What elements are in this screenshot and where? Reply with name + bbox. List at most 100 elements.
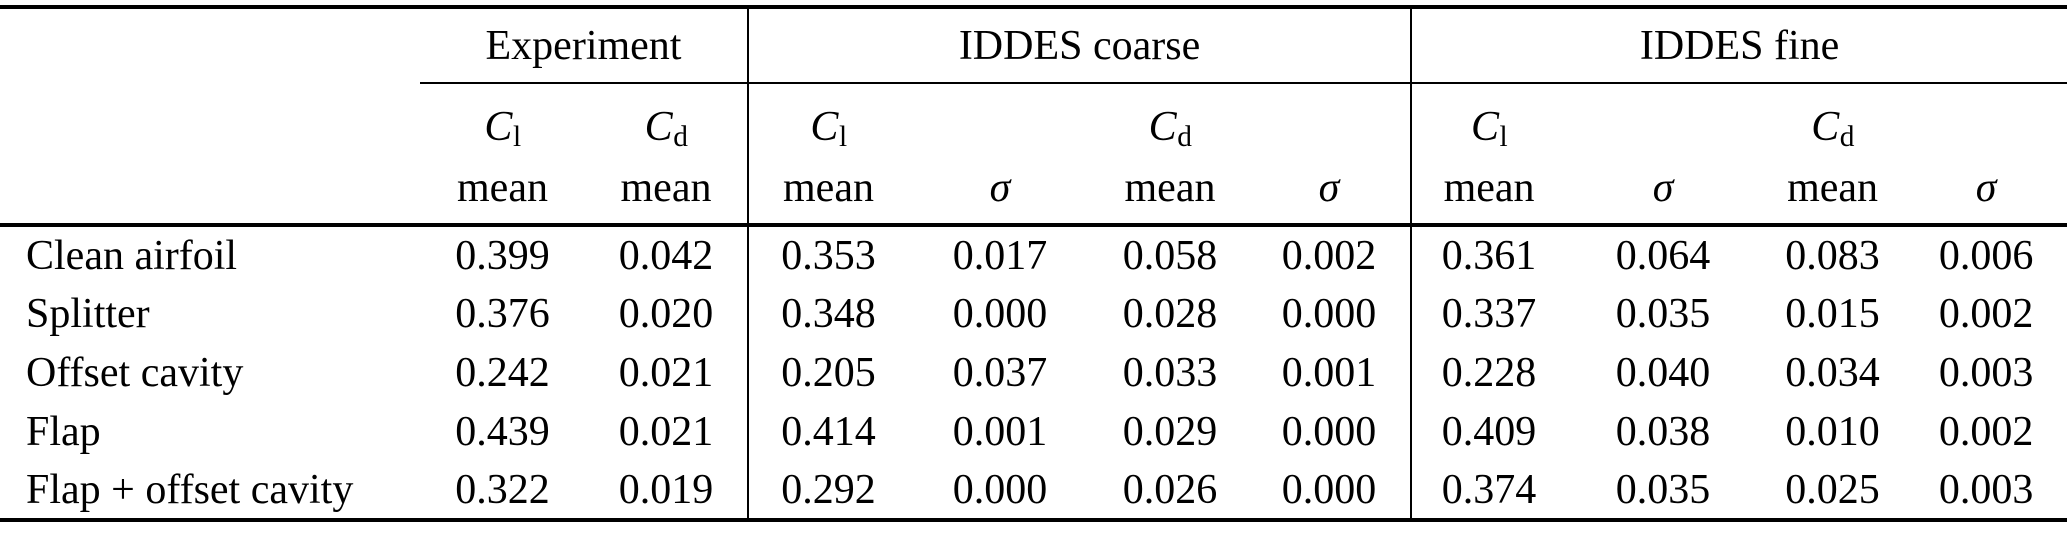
- value-cell: 0.034: [1785, 349, 1880, 396]
- c-symbol: C: [1148, 104, 1177, 150]
- value-cell: 0.409: [1441, 408, 1537, 455]
- cd-header: Cd: [1760, 83, 1905, 153]
- value-cell: 0.242: [455, 349, 550, 396]
- table-row: Flap 0.439 0.021 0.414 0.001 0.029 0.000…: [0, 402, 2067, 461]
- value-cell: 0.064: [1615, 232, 1711, 279]
- value-cell: 0.205: [781, 349, 876, 396]
- value-cell: 0.292: [781, 466, 876, 513]
- symbol-header-row: Cl Cd Cl Cd Cl Cd: [0, 83, 2067, 153]
- mean-header: mean: [748, 153, 908, 227]
- cl-header: Cl: [1411, 83, 1566, 153]
- value-cell: 0.361: [1441, 232, 1537, 279]
- value-cell: 0.322: [455, 466, 550, 513]
- value-cell: 0.000: [1248, 402, 1413, 461]
- sigma-symbol: σ: [989, 165, 1011, 211]
- c-symbol: C: [810, 104, 839, 150]
- mean-header: mean: [1760, 153, 1906, 227]
- value-cell: 0.019: [585, 461, 749, 520]
- value-cell: 0.337: [1441, 290, 1537, 337]
- empty-cell: [1248, 83, 1413, 153]
- value-cell: 0.399: [455, 232, 550, 279]
- value-cell: 0.376: [455, 290, 550, 337]
- value-cell: 0.439: [455, 408, 550, 455]
- row-label: Flap: [26, 408, 101, 455]
- row-label: Splitter: [26, 290, 150, 337]
- group-header-iddes-fine: IDDES fine: [1411, 7, 2067, 84]
- value-cell: 0.002: [1248, 225, 1413, 284]
- value-cell: 0.083: [1785, 232, 1880, 279]
- l-subscript: l: [1499, 121, 1508, 153]
- sigma-header: σ: [1248, 153, 1413, 227]
- row-label: Offset cavity: [26, 349, 244, 396]
- results-table: Experiment IDDES coarse IDDES fine Cl Cd…: [0, 5, 2067, 522]
- value-cell: 0.228: [1441, 349, 1537, 396]
- d-subscript: d: [1839, 121, 1855, 153]
- sigma-symbol: σ: [1318, 165, 1340, 211]
- table-row: Offset cavity 0.242 0.021 0.205 0.037 0.…: [0, 343, 2067, 402]
- value-cell: 0.021: [585, 343, 749, 402]
- sigma-header: σ: [1905, 153, 2067, 227]
- empty-cell: [0, 153, 420, 227]
- value-cell: 0.015: [1785, 290, 1880, 337]
- l-subscript: l: [839, 121, 848, 153]
- l-subscript: l: [513, 121, 522, 153]
- c-symbol: C: [1470, 104, 1499, 150]
- value-cell: 0.001: [952, 408, 1048, 455]
- value-cell: 0.348: [781, 290, 876, 337]
- stat-header-row: mean mean mean σ mean σ mean σ mean σ: [0, 153, 2067, 227]
- empty-cell: [908, 83, 1092, 153]
- cd-header: Cd: [585, 83, 749, 153]
- value-cell: 0.000: [1248, 284, 1413, 343]
- value-cell: 0.040: [1615, 349, 1711, 396]
- value-cell: 0.003: [1938, 349, 2034, 396]
- row-label: Clean airfoil: [26, 232, 238, 279]
- group-header-iddes-coarse: IDDES coarse: [748, 7, 1413, 84]
- value-cell: 0.002: [1938, 408, 2034, 455]
- table-row: Splitter 0.376 0.020 0.348 0.000 0.028 0…: [0, 284, 2067, 343]
- value-cell: 0.058: [1122, 232, 1218, 279]
- cl-header: Cl: [748, 83, 908, 153]
- row-label: Flap + offset cavity: [26, 466, 354, 513]
- value-cell: 0.029: [1122, 408, 1218, 455]
- value-cell: 0.035: [1615, 466, 1711, 513]
- table-row: Clean airfoil 0.399 0.042 0.353 0.017 0.…: [0, 225, 2067, 284]
- sigma-header: σ: [1566, 153, 1761, 227]
- cl-header: Cl: [420, 83, 585, 153]
- value-cell: 0.002: [1938, 290, 2034, 337]
- value-cell: 0.033: [1122, 349, 1218, 396]
- value-cell: 0.001: [1248, 343, 1413, 402]
- c-symbol: C: [1811, 104, 1840, 150]
- c-symbol: C: [644, 104, 673, 150]
- table-row: Flap + offset cavity 0.322 0.019 0.292 0…: [0, 461, 2067, 520]
- value-cell: 0.037: [952, 349, 1048, 396]
- value-cell: 0.025: [1785, 466, 1880, 513]
- value-cell: 0.017: [952, 232, 1048, 279]
- value-cell: 0.042: [585, 225, 749, 284]
- value-cell: 0.035: [1615, 290, 1711, 337]
- group-header-row: Experiment IDDES coarse IDDES fine: [0, 7, 2067, 84]
- mean-header: mean: [1092, 153, 1248, 227]
- cd-header: Cd: [1092, 83, 1248, 153]
- group-header-experiment: Experiment: [420, 7, 749, 84]
- value-cell: 0.020: [585, 284, 749, 343]
- value-cell: 0.010: [1785, 408, 1880, 455]
- sigma-symbol: σ: [1652, 165, 1674, 211]
- value-cell: 0.353: [781, 232, 876, 279]
- value-cell: 0.000: [952, 466, 1048, 513]
- value-cell: 0.000: [952, 290, 1048, 337]
- d-subscript: d: [1177, 121, 1192, 153]
- value-cell: 0.026: [1122, 466, 1218, 513]
- value-cell: 0.000: [1248, 461, 1413, 520]
- sigma-symbol: σ: [1975, 165, 1997, 211]
- mean-header: mean: [1411, 153, 1567, 227]
- value-cell: 0.006: [1938, 232, 2034, 279]
- empty-cell: [0, 83, 420, 153]
- value-cell: 0.021: [585, 402, 749, 461]
- value-cell: 0.003: [1938, 466, 2034, 513]
- empty-cell: [1566, 83, 1760, 153]
- d-subscript: d: [673, 121, 688, 153]
- empty-cell: [1905, 83, 2067, 153]
- value-cell: 0.038: [1615, 408, 1711, 455]
- corner-cell: [0, 7, 420, 83]
